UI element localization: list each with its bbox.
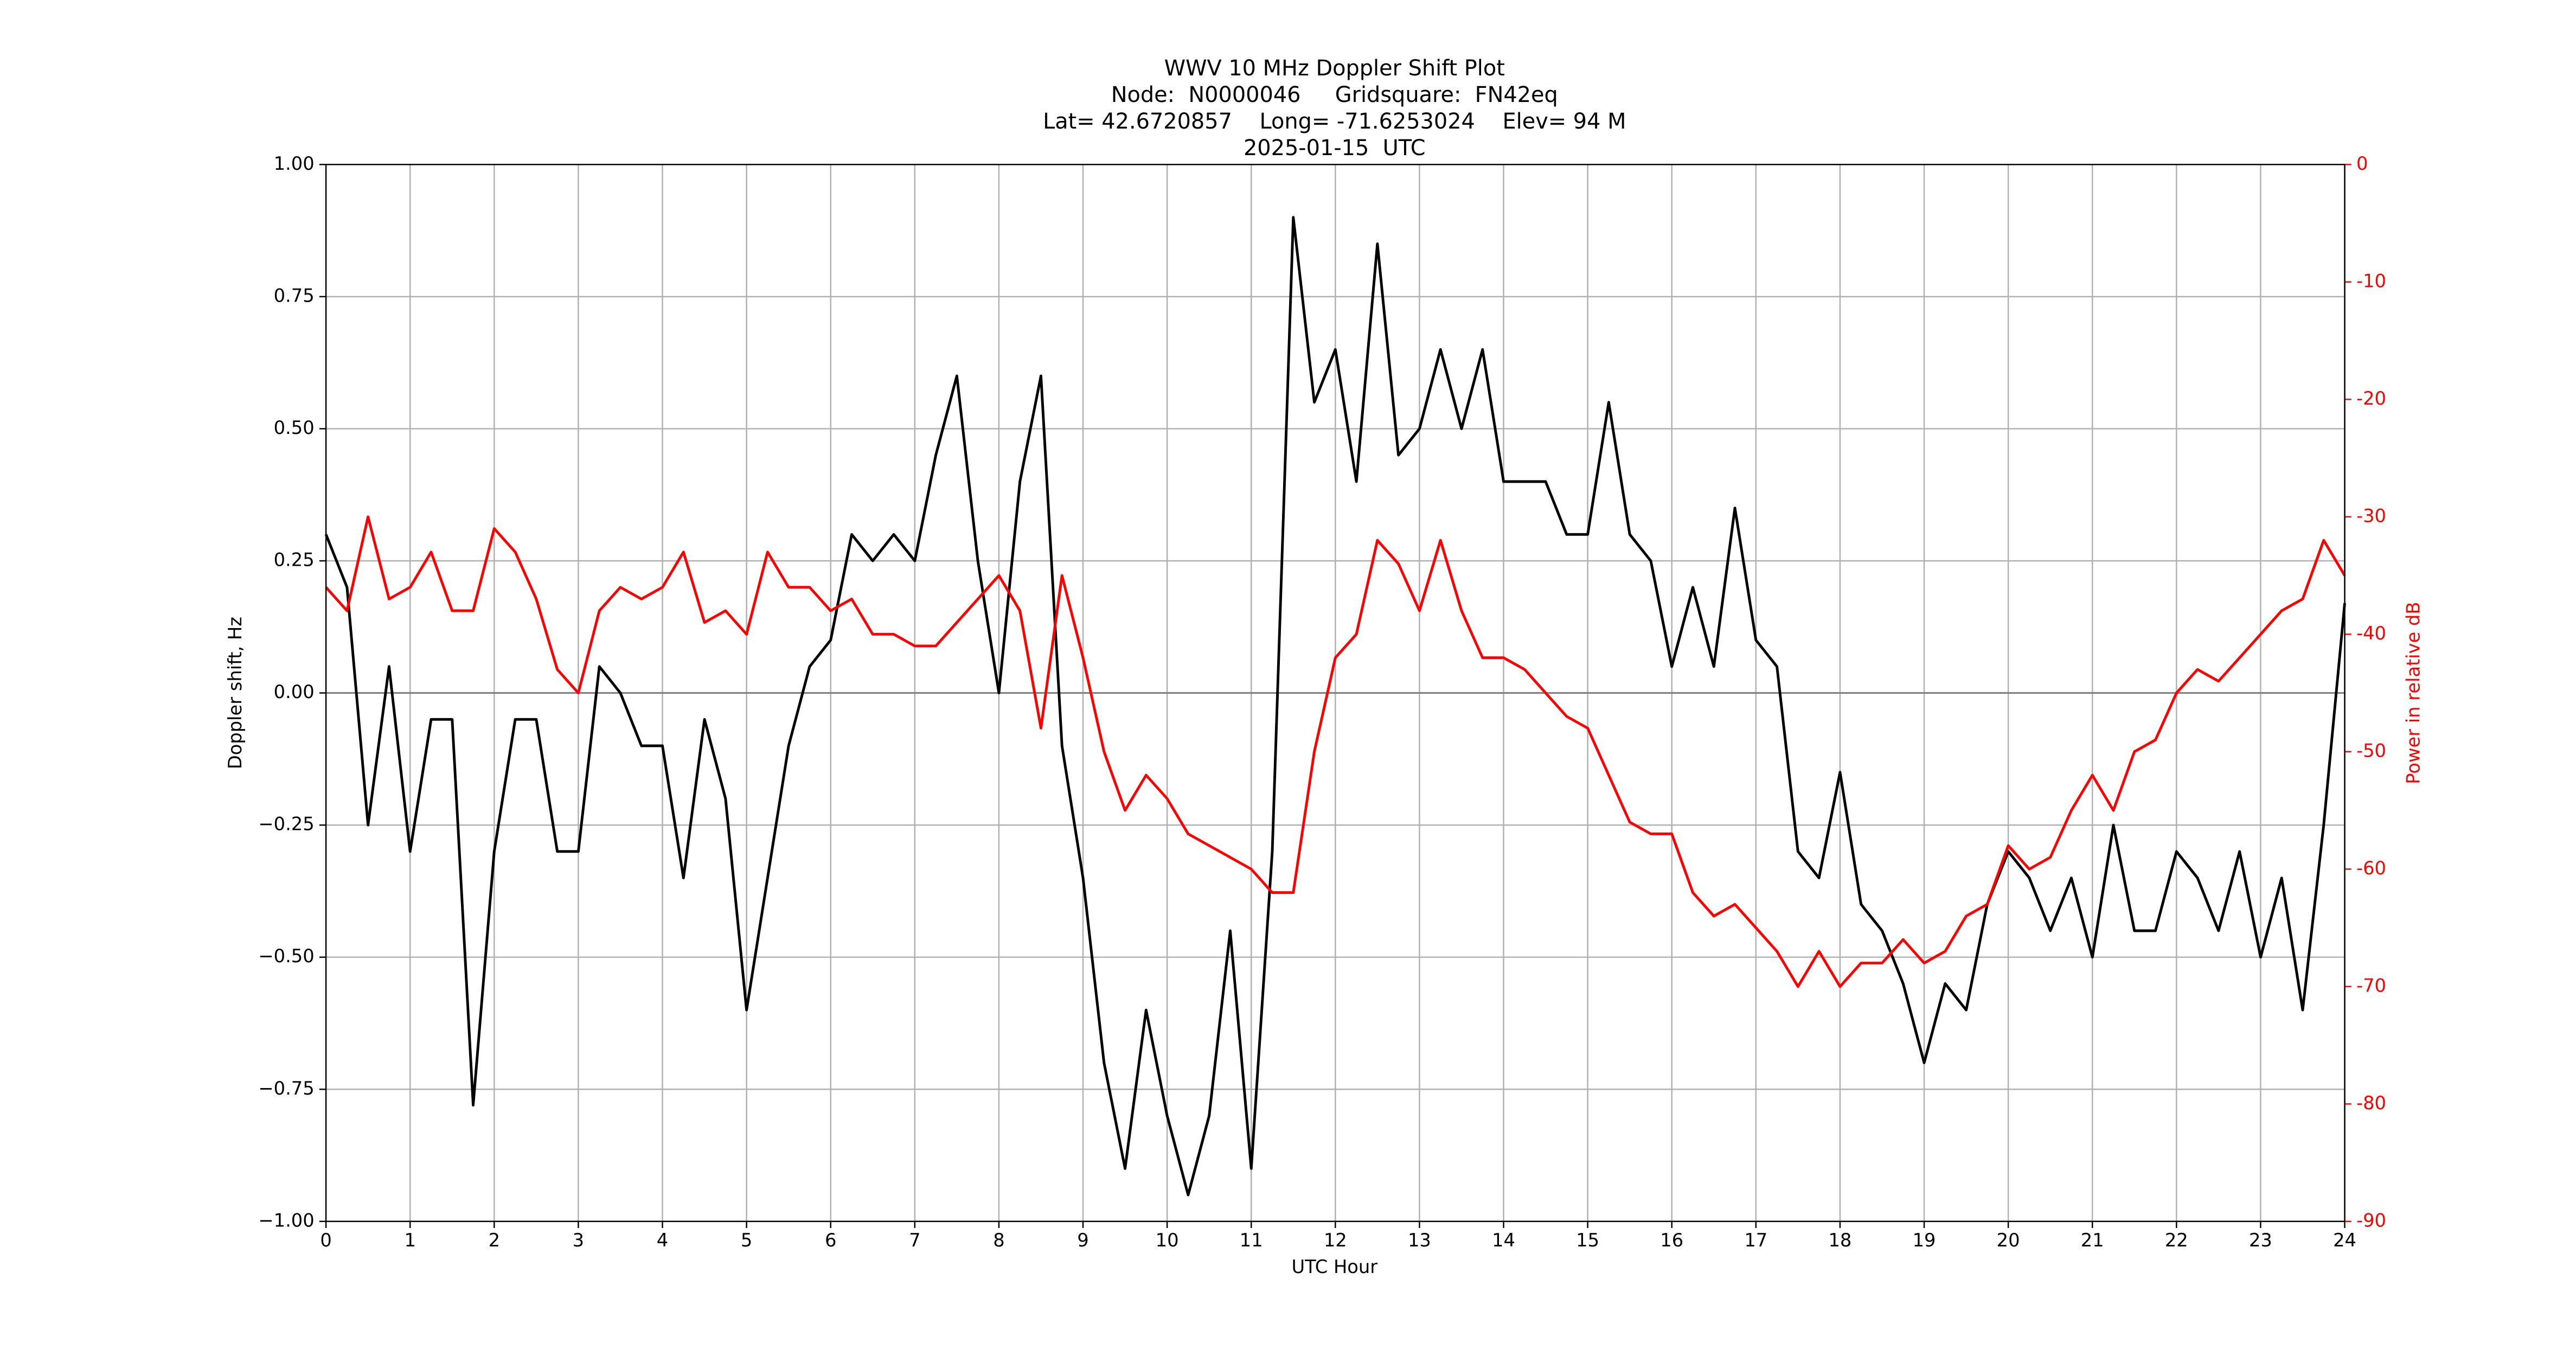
x-tick-label: 24 xyxy=(2333,1230,2356,1251)
y-axis-label: Doppler shift, Hz xyxy=(225,617,246,769)
x-tick-label: 2 xyxy=(489,1230,500,1251)
x-tick-label: 16 xyxy=(1660,1230,1683,1251)
y2-tick-label: -30 xyxy=(2356,505,2386,526)
y-tick-label: −1.00 xyxy=(258,1210,314,1231)
x-tick-label: 18 xyxy=(1828,1230,1851,1251)
x-tick-label: 21 xyxy=(2081,1230,2104,1251)
x-tick-label: 12 xyxy=(1324,1230,1347,1251)
y-tick-label: −0.25 xyxy=(258,814,314,835)
y2-tick-label: -90 xyxy=(2356,1210,2386,1231)
y-tick-label: 0.75 xyxy=(274,285,315,306)
y2-tick-label: -60 xyxy=(2356,858,2386,879)
x-tick-label: 4 xyxy=(657,1230,668,1251)
y-tick-label: 0.00 xyxy=(274,681,315,702)
y2-tick-label: -50 xyxy=(2356,740,2386,761)
y2-tick-label: -20 xyxy=(2356,388,2386,409)
x-tick-label: 10 xyxy=(1156,1230,1179,1251)
data-line xyxy=(324,216,2346,1197)
y2-axis-label: Power in relative dB xyxy=(2403,602,2424,784)
y2-tick-label: -10 xyxy=(2356,270,2386,291)
data-line xyxy=(325,515,2346,988)
x-tick-label: 20 xyxy=(1997,1230,2020,1251)
y2-tick-label: -80 xyxy=(2356,1092,2386,1114)
x-tick-label: 5 xyxy=(741,1230,752,1251)
y2-tick-label: 0 xyxy=(2356,153,2368,174)
x-tick-label: 17 xyxy=(1744,1230,1767,1251)
y2-tick-label: -40 xyxy=(2356,623,2386,644)
x-axis-label: UTC Hour xyxy=(1291,1256,1377,1277)
x-tick-label: 8 xyxy=(993,1230,1004,1251)
chart-title: Node: N0000046 Gridsquare: FN42eq xyxy=(1111,82,1558,107)
x-tick-label: 14 xyxy=(1492,1230,1515,1251)
x-tick-label: 1 xyxy=(404,1230,415,1251)
chart-title: WWV 10 MHz Doppler Shift Plot xyxy=(1164,56,1505,81)
x-tick-label: 0 xyxy=(320,1230,331,1251)
plot-frame xyxy=(325,164,2346,1223)
y-tick-label: 0.25 xyxy=(274,549,315,571)
x-tick-label: 3 xyxy=(573,1230,584,1251)
x-tick-label: 13 xyxy=(1408,1230,1431,1251)
x-tick-label: 15 xyxy=(1576,1230,1599,1251)
y-tick-label: −0.50 xyxy=(258,945,314,967)
x-tick-label: 11 xyxy=(1240,1230,1263,1251)
x-tick-label: 23 xyxy=(2249,1230,2272,1251)
x-tick-label: 22 xyxy=(2165,1230,2188,1251)
y-tick-label: 1.00 xyxy=(274,153,315,174)
y-tick-label: −0.75 xyxy=(258,1078,314,1099)
chart-title: 2025-01-15 UTC xyxy=(1244,136,1426,161)
chart-title: Lat= 42.6720857 Long= -71.6253024 Elev= … xyxy=(1043,109,1626,134)
x-tick-label: 6 xyxy=(825,1230,836,1251)
x-tick-label: 9 xyxy=(1077,1230,1088,1251)
x-tick-label: 19 xyxy=(1913,1230,1936,1251)
y-tick-label: 0.50 xyxy=(274,417,315,438)
x-tick-label: 7 xyxy=(909,1230,920,1251)
y2-tick-label: -70 xyxy=(2356,975,2386,996)
